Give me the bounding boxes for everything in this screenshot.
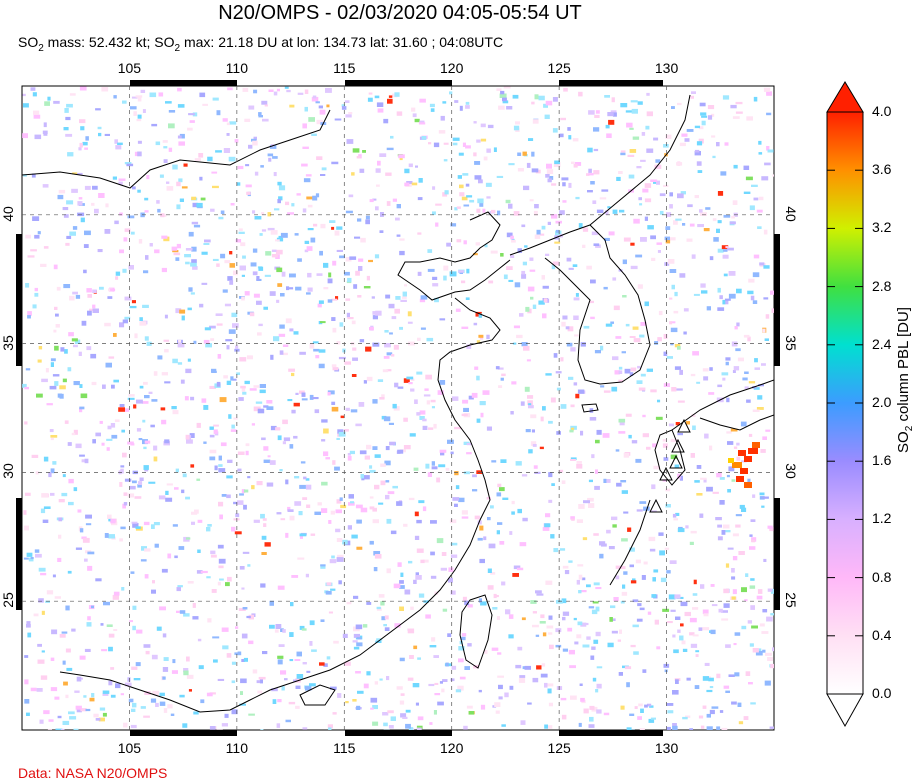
colorbar-label-1.6: 1.6 — [872, 452, 892, 469]
colorbar-title: SO2 column PBL [DU] — [895, 307, 915, 453]
lat-tick-left-25: 25 — [0, 592, 16, 608]
lon-tick-bottom-125: 125 — [547, 740, 571, 756]
so2-retrieval-pixels — [22, 86, 774, 730]
colorbar — [826, 81, 864, 728]
lat-tick-right-25: 25 — [783, 592, 799, 608]
lon-tick-bottom-120: 120 — [440, 740, 464, 756]
colorbar-max-arrow — [826, 81, 864, 113]
lon-tick-bottom-105: 105 — [117, 740, 142, 756]
lon-tick-bottom-115: 115 — [333, 740, 356, 756]
colorbar-label-2.4: 2.4 — [872, 335, 892, 352]
lat-tick-left-35: 35 — [0, 334, 16, 351]
colorbar-label-4.0: 4.0 — [872, 103, 892, 119]
lon-tick-top-105: 105 — [117, 60, 142, 76]
lon-tick-bottom-110: 110 — [225, 740, 248, 756]
colorbar-label-0.8: 0.8 — [872, 568, 892, 585]
colorbar-label-0.0: 0.0 — [872, 685, 892, 701]
map-title: N20/OMPS - 02/03/2020 04:05-05:54 UT — [218, 2, 582, 24]
colorbar-label-3.6: 3.6 — [872, 161, 892, 178]
lon-tick-top-120: 120 — [440, 60, 464, 76]
lon-tick-top-115: 115 — [333, 60, 356, 76]
lat-tick-right-40: 40 — [783, 206, 799, 222]
lon-tick-top-125: 125 — [547, 60, 571, 76]
colorbar-label-1.2: 1.2 — [872, 510, 892, 527]
colorbar-min-arrow — [826, 693, 864, 728]
lon-tick-top-110: 110 — [225, 60, 248, 76]
coastlines — [22, 94, 774, 713]
graticule — [22, 86, 774, 730]
so2-hotspot — [728, 442, 760, 488]
axis-frame-bars — [16, 80, 780, 736]
colorbar-label-2.8: 2.8 — [872, 277, 892, 294]
data-credit: Data: NASA N20/OMPS — [18, 765, 168, 781]
lat-tick-left-40: 40 — [0, 206, 16, 222]
lat-tick-left-30: 30 — [0, 463, 16, 480]
map-area — [16, 80, 780, 736]
colorbar-label-0.4: 0.4 — [872, 626, 892, 643]
lon-tick-bottom-130: 130 — [654, 740, 679, 756]
volcano-markers — [649, 418, 691, 513]
lon-tick-top-130: 130 — [654, 60, 679, 76]
lat-tick-right-30: 30 — [783, 463, 799, 480]
colorbar-label-2.0: 2.0 — [872, 394, 892, 410]
lat-tick-right-35: 35 — [783, 334, 799, 351]
colorbar-label-3.2: 3.2 — [872, 219, 892, 236]
map-subtitle: SO2 mass: 52.432 kt; SO2 max: 21.18 DU a… — [18, 34, 504, 54]
